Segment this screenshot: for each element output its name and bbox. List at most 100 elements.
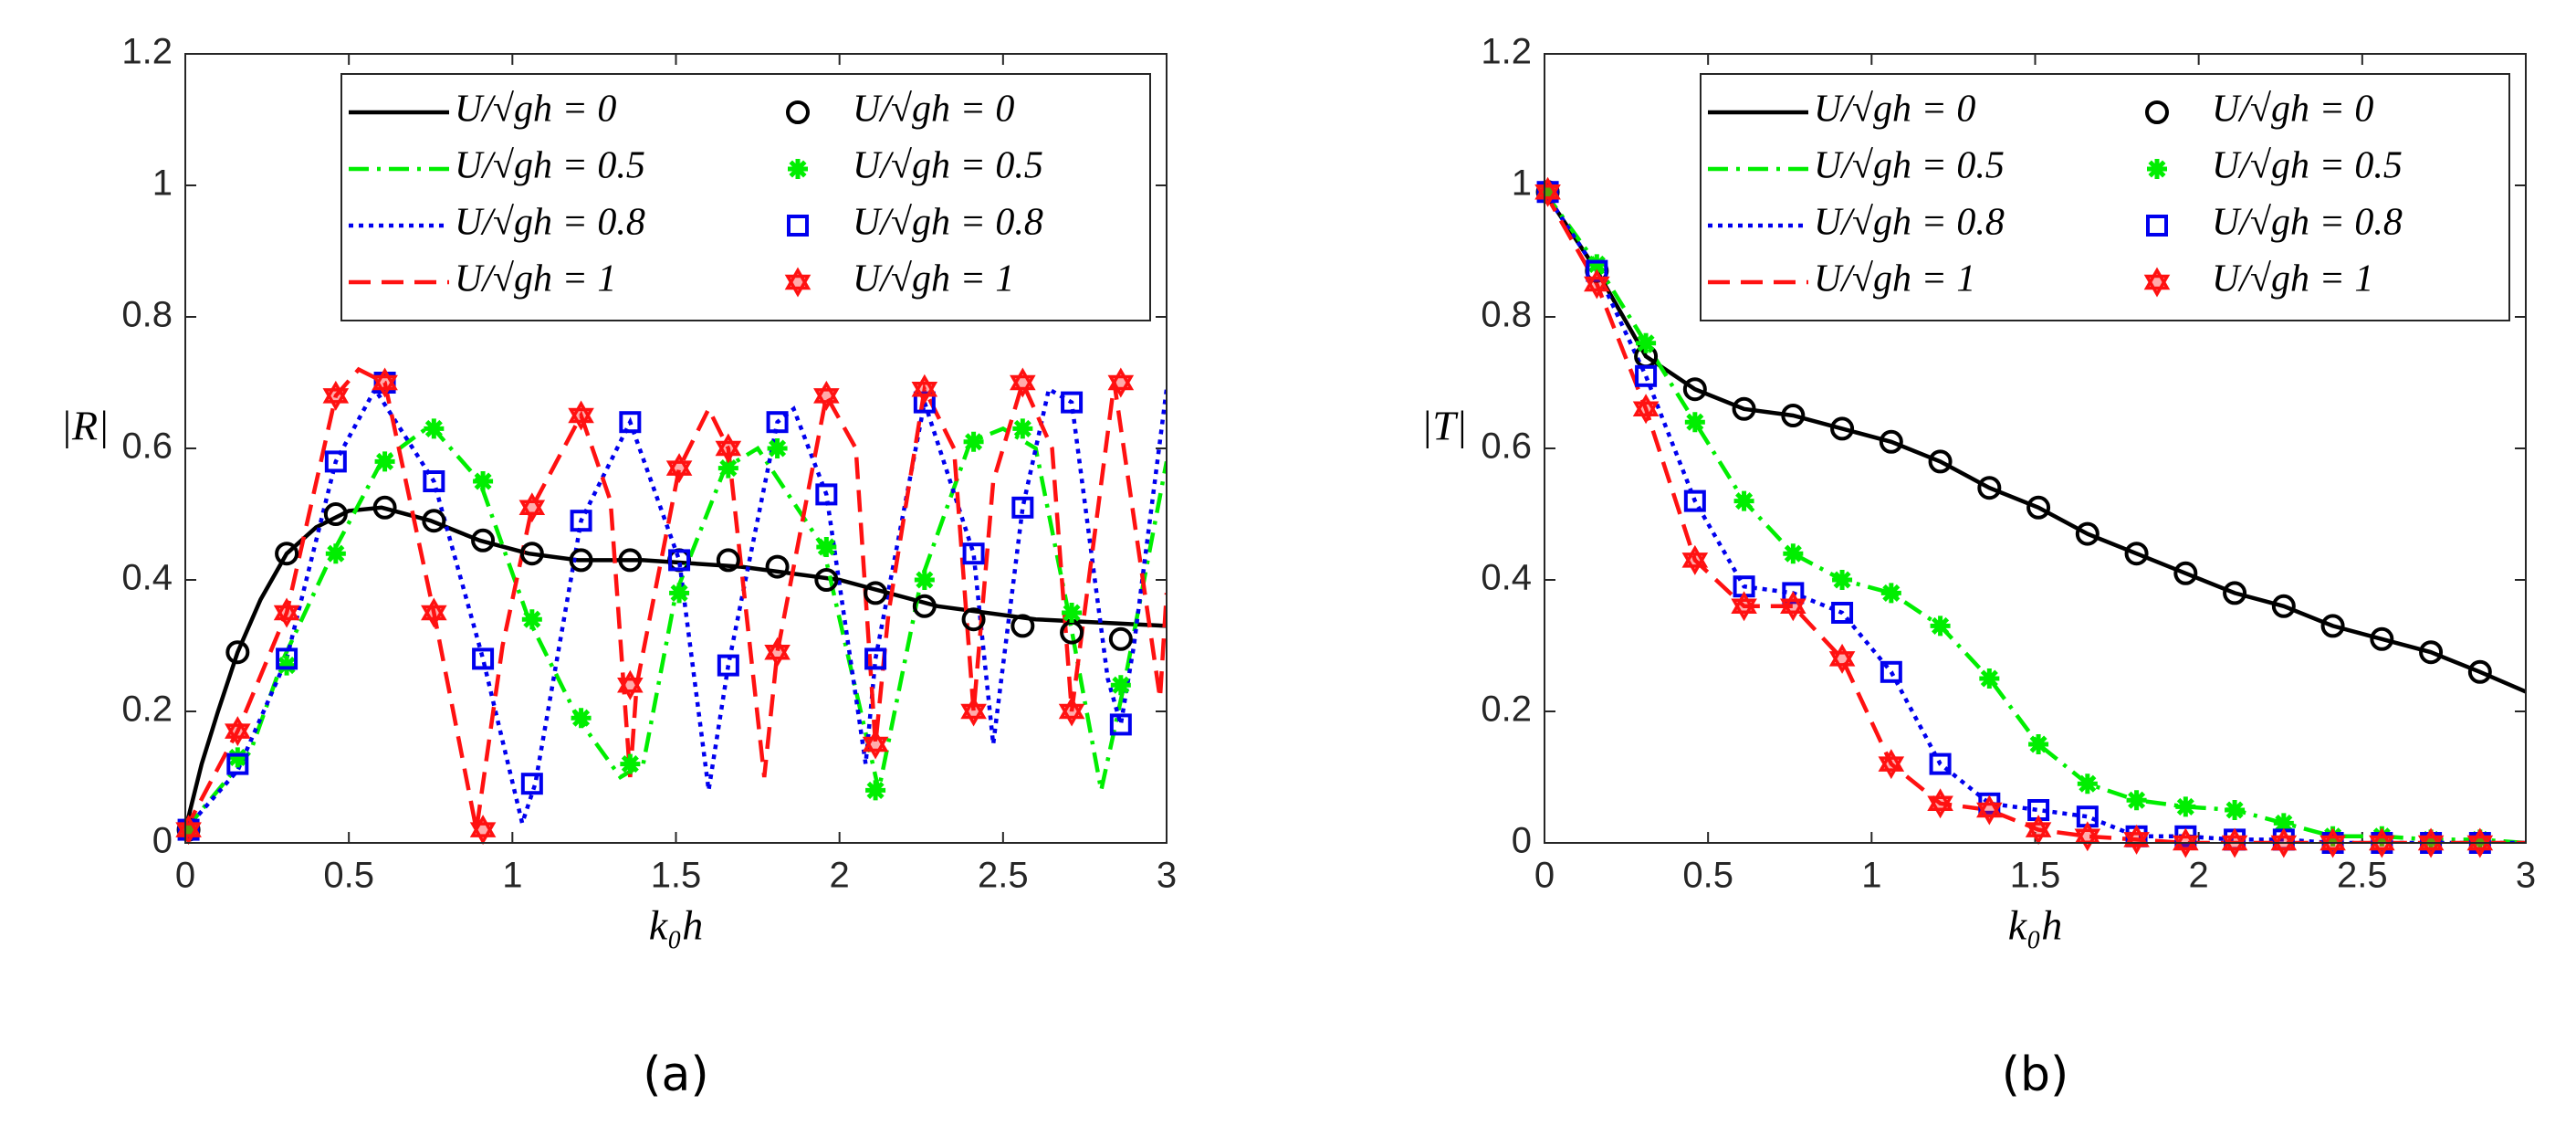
y-tick-label: 0.2 [121, 689, 173, 730]
x-axis-label: k₀h [649, 902, 703, 949]
y-tick-label: 1.2 [121, 32, 173, 72]
y-axis-label: |R| [60, 403, 109, 449]
marker [469, 815, 497, 846]
legend-label: U/√gh = 0 [853, 89, 1014, 131]
marker [2273, 813, 2294, 834]
plot-content [1545, 190, 2526, 843]
marker [715, 433, 742, 464]
marker [618, 548, 643, 573]
marker [786, 100, 810, 124]
series-line [185, 366, 1167, 831]
marker [914, 570, 935, 590]
y-tick-label: 1 [1512, 163, 1532, 204]
x-tick-label: 1.5 [2010, 856, 2061, 896]
legend-label: U/√gh = 1 [853, 258, 1014, 300]
y-tick-label: 0 [1512, 821, 1532, 861]
marker [814, 568, 839, 592]
series-line [185, 422, 1167, 832]
marker [1828, 643, 1856, 674]
marker [275, 542, 299, 566]
marker [912, 594, 937, 618]
marker [717, 458, 738, 479]
x-tick-label: 3 [1157, 856, 1177, 896]
marker [765, 554, 790, 579]
panel-label: (a) [643, 1047, 708, 1102]
legend-label: U/√gh = 0.8 [455, 202, 645, 244]
marker [911, 374, 938, 405]
x-tick-label: 2.5 [978, 856, 1029, 896]
marker [669, 583, 690, 604]
marker [2124, 542, 2149, 566]
marker [374, 451, 395, 472]
marker [2370, 626, 2394, 651]
x-tick-label: 0 [1534, 856, 1555, 896]
marker [424, 418, 445, 439]
x-tick-label: 1 [1861, 856, 1881, 896]
marker [2028, 734, 2049, 754]
marker [2469, 829, 2490, 850]
marker [1976, 795, 2003, 826]
marker [225, 716, 251, 747]
axes-box [184, 53, 1168, 844]
x-tick-label: 2 [2189, 856, 2209, 896]
legend-box [1700, 73, 2510, 321]
y-tick-label: 0.8 [1481, 295, 1532, 335]
legend-label: U/√gh = 1 [1814, 258, 1975, 300]
marker [620, 753, 641, 774]
marker [2075, 521, 2100, 546]
marker [1062, 603, 1083, 623]
x-tick-label: 2.5 [2337, 856, 2388, 896]
y-tick-label: 0 [152, 821, 173, 861]
marker [1058, 696, 1085, 727]
marker [1586, 259, 1608, 282]
legend-label: U/√gh = 0.5 [455, 145, 645, 187]
marker [767, 438, 788, 458]
marker [276, 647, 298, 670]
marker [1632, 394, 1660, 425]
marker [2271, 594, 2296, 618]
marker [2126, 790, 2147, 811]
series-line [1545, 190, 2526, 694]
marker [1011, 496, 1034, 519]
series-line [185, 505, 1167, 831]
marker [1681, 544, 1709, 575]
y-tick-label: 0.6 [121, 426, 173, 467]
x-tick-label: 0.5 [1682, 856, 1733, 896]
marker [784, 267, 812, 298]
marker [1110, 675, 1131, 696]
marker [1928, 449, 1953, 474]
y-tick-label: 0.4 [121, 558, 173, 598]
marker [717, 654, 739, 677]
marker [1682, 377, 1707, 402]
panel: 0 0.5 1 1.5 2 2.5 3 0 0.2 0.4 0.6 0.8 1 1.2 U/√gh = 0 U… [1421, 32, 2537, 1102]
marker [1930, 616, 1951, 637]
marker [471, 528, 496, 552]
legend-label: U/√gh = 0.5 [1814, 145, 2005, 187]
marker [322, 380, 350, 411]
marker [1731, 591, 1757, 622]
marker [571, 708, 592, 729]
marker [766, 411, 789, 434]
marker [569, 548, 593, 573]
marker [764, 637, 791, 668]
panel-label: (b) [2002, 1047, 2069, 1102]
series-line [185, 384, 1167, 832]
legend-label: U/√gh = 0.8 [853, 202, 1043, 244]
legend-label: U/√gh = 1 [455, 258, 616, 300]
marker [816, 537, 837, 557]
y-tick-label: 0.2 [1481, 689, 1532, 730]
marker [815, 483, 838, 506]
x-tick-label: 0 [175, 856, 195, 896]
legend-label: U/√gh = 0.8 [1814, 202, 2005, 244]
marker [2146, 215, 2168, 237]
marker [2077, 773, 2098, 795]
marker [2320, 614, 2345, 638]
marker [1879, 429, 1903, 454]
y-tick-label: 1.2 [1481, 32, 1532, 72]
y-axis-label: |T| [1421, 403, 1468, 449]
marker [520, 773, 543, 795]
marker [1977, 476, 2002, 500]
legend-label: U/√gh = 0 [455, 89, 616, 131]
marker [570, 510, 592, 532]
marker [521, 609, 542, 630]
